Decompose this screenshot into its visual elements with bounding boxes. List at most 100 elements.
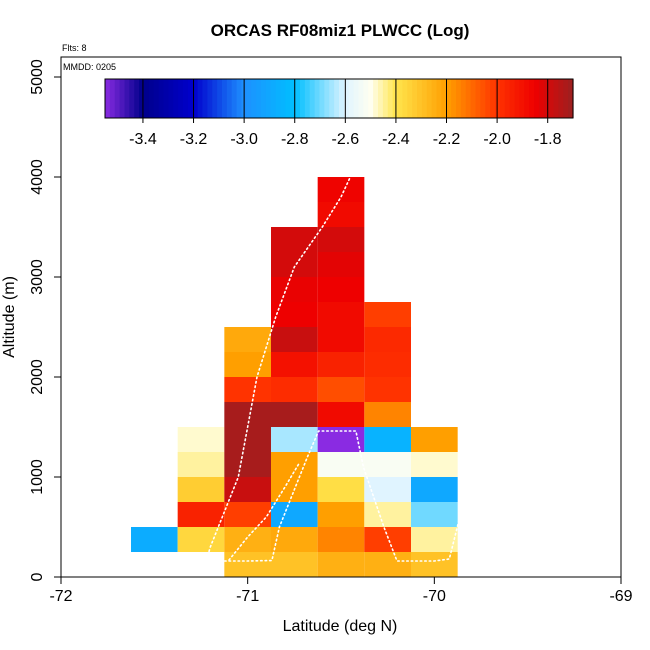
colorbar-swatch [236,79,243,118]
colorbar-swatch [548,79,555,118]
colorbar-swatch [265,79,272,118]
colorbar-tick-label: -3.2 [180,131,208,148]
heatmap-cell [224,477,271,502]
colorbar-swatch [319,79,325,118]
heatmap-cell [364,377,411,402]
colorbar-swatch [129,79,135,118]
heatmap-cell [271,327,318,352]
heatmap-cell [317,402,365,427]
colorbar-swatch [246,79,252,118]
colorbar-swatch [192,79,199,118]
heatmap-cell [364,552,411,577]
colorbar-swatch [470,79,477,118]
heatmap-cell [177,527,225,552]
colorbar-swatch [397,79,403,118]
colorbar-swatch [514,79,520,118]
heatmap-cell [317,252,365,277]
colorbar-swatch [197,79,204,118]
colorbar-swatch [109,79,116,118]
x-tick-label: -70 [423,588,446,605]
x-tick-label: -72 [49,588,72,605]
colorbar-swatch [451,79,457,118]
heatmap-cell [411,452,458,477]
x-axis: -72 -71 -70 -69 [49,576,633,605]
colorbar-swatch [290,79,296,118]
heatmap-cell [271,552,318,577]
flight-track-2 [205,176,352,561]
heatmap-cell [271,252,318,277]
colorbar-swatch [353,79,360,118]
colorbar-swatch [158,79,165,118]
y-axis-label: Altitude (m) [1,276,18,358]
heatmap-cell [317,552,365,577]
colorbar-swatch [324,79,330,118]
colorbar-swatch [144,79,150,118]
heatmap-cell [364,427,411,452]
heatmap-cell [224,452,271,477]
heatmap-cell [364,402,411,427]
colorbar-swatch [529,79,535,118]
colorbar-tick-label: -3.4 [129,131,157,148]
heatmap-cell [364,477,411,502]
colorbar-swatch [412,79,418,118]
heatmap-cell [317,527,365,552]
heatmap-cell [177,477,225,502]
heatmap-cell [224,402,271,427]
colorbar-tick-label: -1.8 [534,131,562,148]
colorbar-swatch [363,79,369,118]
colorbar-swatch [178,79,184,118]
colorbar-swatch [309,79,316,118]
colorbar-swatch [368,79,374,118]
colorbar-swatch [114,79,121,118]
heatmap-cell [271,402,318,427]
heatmap-cell [224,502,271,527]
heatmap-cell [364,302,411,327]
date-annotation: MMDD: 0205 [63,62,116,72]
colorbar-swatch [358,79,364,118]
colorbar-swatch [256,79,262,118]
heatmap-cell [317,227,365,252]
colorbar-swatch [402,79,408,118]
colorbar-swatch [504,79,511,118]
heatmap-cell [411,427,458,452]
colorbar-swatch [148,79,155,118]
colorbar-swatch [105,79,111,118]
colorbar-swatch [163,79,169,118]
y-tick-label: 2000 [29,359,46,395]
colorbar-swatch [499,79,506,118]
heatmap-cell [317,302,365,327]
colorbar-swatch [538,79,545,118]
colorbar-swatch [417,79,423,118]
colorbar-swatch [251,79,257,118]
x-tick-label: -71 [236,588,259,605]
colorbar-tick-label: -2.6 [332,131,360,148]
colorbar-swatch [441,79,447,118]
colorbar-swatch [168,79,174,118]
heatmap-cell [317,502,365,527]
colorbar-swatch [270,79,277,118]
colorbar-tick-label: -2.2 [433,131,461,148]
heatmap-cell [411,527,458,552]
colorbar-swatch [124,79,130,118]
heatmap-cell [317,177,365,202]
colorbar-swatch [421,79,428,118]
heatmap-cell [317,377,365,402]
heatmap-cell [271,352,318,377]
colorbar-swatch [300,79,306,118]
colorbar-swatch [465,79,472,118]
colorbar-swatch [261,79,267,118]
colorbar-swatch [387,79,394,118]
colorbar-swatch [495,79,501,118]
colorbar-swatch [382,79,389,118]
colorbar-tick-label: -2.4 [382,131,410,148]
colorbar-swatch [485,79,491,118]
flight-track-3 [228,461,301,561]
colorbar-swatch [329,79,335,118]
colorbar-swatch [553,79,559,118]
heatmap-cell [364,452,411,477]
heatmap-cell [317,477,365,502]
colorbar-swatch [222,79,228,118]
colorbar-swatch [314,79,321,118]
flights-annotation: Flts: 8 [62,43,87,53]
